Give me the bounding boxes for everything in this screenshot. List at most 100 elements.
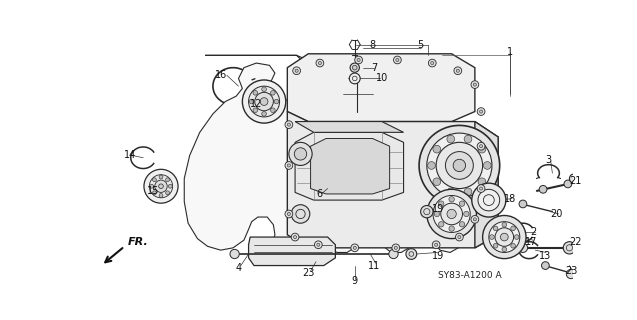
Circle shape (563, 242, 576, 254)
Circle shape (447, 135, 455, 143)
Circle shape (287, 164, 290, 167)
Polygon shape (287, 112, 498, 248)
Polygon shape (287, 54, 475, 122)
Text: 5: 5 (417, 40, 424, 50)
Text: SY83-A1200 A: SY83-A1200 A (438, 271, 501, 280)
Circle shape (464, 211, 469, 217)
Circle shape (464, 188, 472, 196)
Text: 19: 19 (431, 251, 444, 260)
Circle shape (436, 142, 483, 188)
Circle shape (315, 241, 322, 249)
Text: 7: 7 (371, 63, 377, 73)
Circle shape (477, 142, 485, 150)
Circle shape (477, 185, 485, 192)
Polygon shape (311, 139, 390, 194)
Circle shape (449, 196, 454, 202)
Text: 19: 19 (431, 204, 444, 214)
Text: 12: 12 (250, 99, 262, 109)
Circle shape (287, 212, 290, 215)
Circle shape (152, 191, 156, 195)
Circle shape (502, 222, 506, 227)
Circle shape (480, 187, 483, 190)
Polygon shape (295, 132, 404, 200)
Circle shape (455, 233, 463, 241)
Circle shape (480, 110, 483, 113)
Circle shape (569, 174, 579, 183)
Text: 23: 23 (302, 268, 315, 278)
Circle shape (438, 201, 444, 206)
Circle shape (350, 63, 359, 72)
Circle shape (394, 246, 397, 249)
Circle shape (459, 201, 465, 206)
Circle shape (262, 112, 266, 116)
Circle shape (285, 121, 293, 129)
Circle shape (349, 73, 360, 84)
Circle shape (155, 180, 167, 192)
Circle shape (260, 98, 268, 105)
Circle shape (495, 228, 513, 246)
Text: 20: 20 (550, 209, 562, 219)
Text: 23: 23 (566, 266, 578, 276)
Circle shape (564, 180, 572, 188)
Circle shape (420, 205, 433, 218)
Text: FR.: FR. (127, 237, 148, 247)
Circle shape (464, 135, 472, 143)
Text: 3: 3 (545, 155, 552, 165)
Circle shape (511, 244, 515, 248)
Circle shape (511, 226, 515, 231)
Circle shape (433, 178, 441, 186)
Circle shape (316, 59, 324, 67)
Circle shape (458, 236, 461, 239)
Circle shape (434, 243, 438, 246)
Circle shape (478, 145, 486, 153)
Circle shape (293, 67, 301, 75)
Circle shape (248, 86, 280, 117)
Text: 10: 10 (376, 73, 388, 84)
Circle shape (152, 178, 156, 182)
Circle shape (539, 186, 547, 193)
Text: 14: 14 (124, 150, 136, 160)
Text: 1: 1 (506, 47, 513, 57)
Circle shape (477, 108, 485, 116)
Circle shape (483, 215, 526, 259)
Circle shape (453, 159, 466, 172)
Circle shape (291, 233, 299, 241)
Circle shape (355, 56, 362, 64)
Circle shape (159, 184, 163, 188)
Circle shape (478, 189, 499, 211)
Circle shape (294, 148, 306, 160)
Circle shape (566, 269, 576, 279)
Circle shape (389, 249, 398, 259)
Circle shape (285, 162, 293, 169)
Circle shape (262, 87, 266, 92)
Circle shape (431, 61, 434, 65)
Text: 22: 22 (569, 237, 582, 247)
Circle shape (353, 246, 356, 249)
Polygon shape (475, 122, 498, 248)
Circle shape (295, 69, 298, 72)
Circle shape (394, 56, 401, 64)
Circle shape (471, 215, 479, 223)
Circle shape (519, 200, 527, 208)
Polygon shape (248, 237, 335, 266)
FancyBboxPatch shape (320, 182, 336, 196)
Circle shape (480, 145, 483, 148)
Text: 16: 16 (215, 70, 227, 80)
Circle shape (271, 108, 275, 113)
Circle shape (519, 243, 527, 252)
Circle shape (285, 210, 293, 218)
Circle shape (427, 133, 492, 198)
Circle shape (150, 184, 154, 188)
Circle shape (459, 222, 465, 227)
Circle shape (168, 184, 172, 188)
Circle shape (454, 67, 462, 75)
Circle shape (352, 65, 357, 70)
Circle shape (230, 249, 240, 259)
Circle shape (294, 236, 297, 239)
Circle shape (159, 194, 163, 197)
Circle shape (502, 247, 506, 252)
Circle shape (291, 205, 310, 223)
Circle shape (318, 61, 322, 65)
Circle shape (478, 178, 486, 186)
Circle shape (253, 108, 257, 113)
